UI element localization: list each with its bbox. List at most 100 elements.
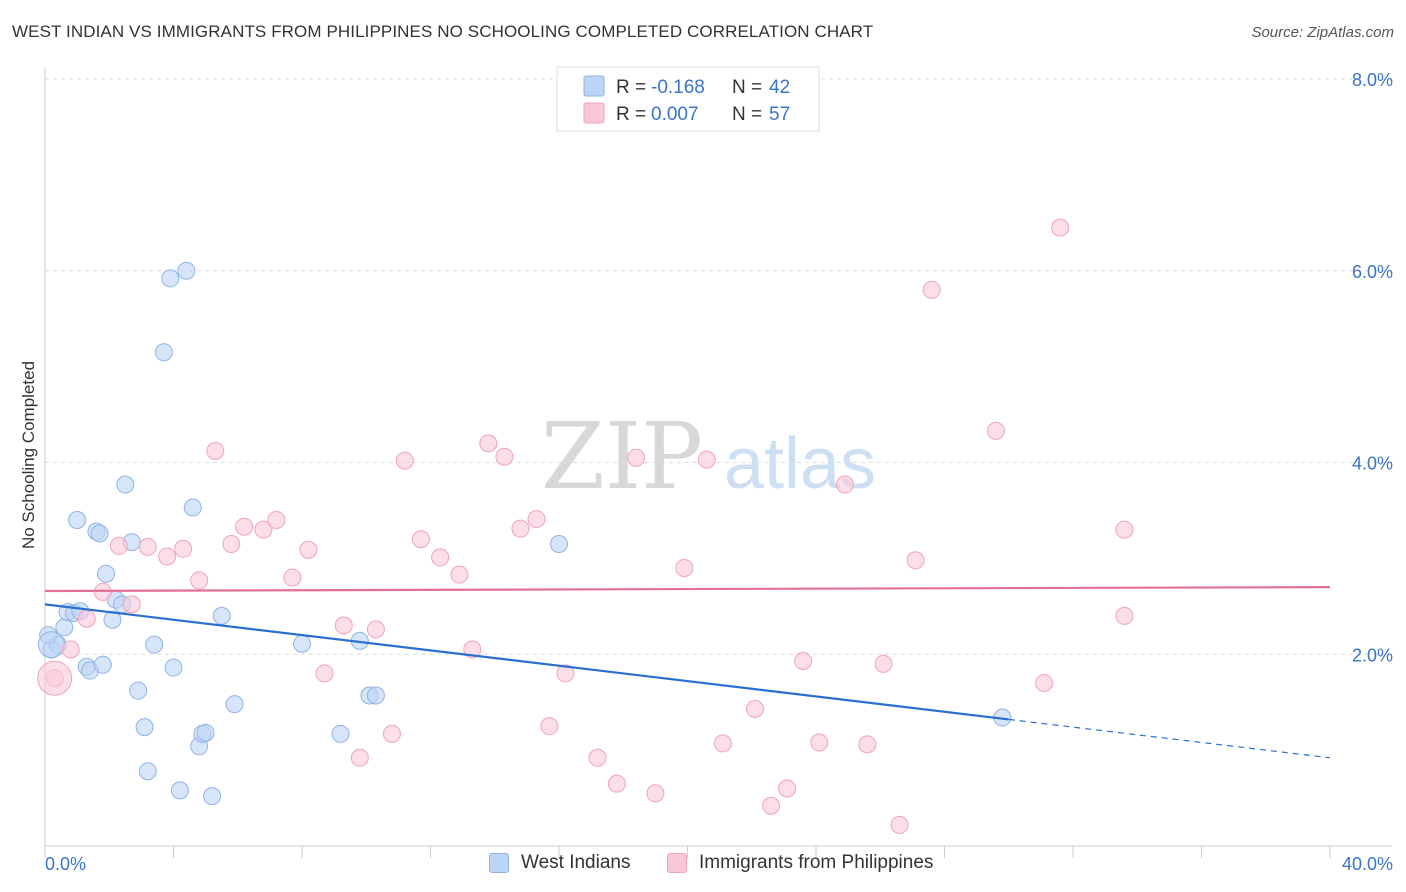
data-point bbox=[627, 448, 646, 467]
data-point bbox=[588, 748, 607, 767]
data-point bbox=[810, 733, 829, 752]
data-point bbox=[183, 498, 202, 517]
data-point bbox=[411, 530, 430, 549]
legend-r-label: R = bbox=[616, 77, 646, 98]
data-point bbox=[145, 635, 164, 654]
legend-item-west-indians[interactable]: West Indians bbox=[489, 852, 630, 874]
data-point bbox=[190, 571, 209, 590]
y-tick-label: 2.0% bbox=[1352, 645, 1393, 665]
data-point bbox=[713, 734, 732, 753]
legend-swatch-philippines bbox=[667, 853, 687, 873]
data-point bbox=[906, 551, 925, 570]
data-point bbox=[161, 269, 180, 288]
data-point bbox=[61, 640, 80, 659]
trend-line bbox=[44, 603, 1009, 721]
data-point bbox=[196, 723, 215, 742]
data-point bbox=[283, 568, 302, 587]
legend-label-philippines: Immigrants from Philippines bbox=[699, 852, 934, 873]
trend-line-extension bbox=[1008, 718, 1331, 759]
data-point bbox=[395, 451, 414, 470]
y-axis-label: No Schooling Completed bbox=[19, 361, 38, 549]
data-point bbox=[158, 547, 177, 566]
data-point bbox=[646, 784, 665, 803]
data-point bbox=[222, 534, 241, 553]
data-point bbox=[37, 631, 65, 659]
data-point bbox=[164, 658, 183, 677]
data-point bbox=[135, 718, 154, 737]
data-point bbox=[511, 519, 530, 538]
legend-swatch-west-indians bbox=[489, 853, 509, 873]
chart-title: WEST INDIAN VS IMMIGRANTS FROM PHILIPPIN… bbox=[12, 22, 874, 41]
data-point bbox=[762, 796, 781, 815]
data-point bbox=[138, 537, 157, 556]
y-tick-labels: 2.0% 4.0% 6.0% 8.0% bbox=[1352, 70, 1393, 665]
data-point bbox=[450, 565, 469, 584]
legend-swatch-philippines bbox=[583, 102, 605, 124]
data-point bbox=[890, 815, 909, 834]
trend-line bbox=[44, 586, 1331, 593]
data-point bbox=[93, 582, 112, 601]
data-point bbox=[1051, 218, 1070, 237]
legend-n-value: 42 bbox=[769, 77, 790, 98]
data-point bbox=[1115, 520, 1134, 539]
data-point bbox=[299, 540, 318, 559]
data-point bbox=[212, 606, 231, 625]
data-point bbox=[697, 450, 716, 469]
y-tick-label: 4.0% bbox=[1352, 454, 1393, 474]
data-point bbox=[103, 610, 122, 629]
data-point bbox=[235, 517, 254, 536]
data-point bbox=[479, 434, 498, 453]
data-point bbox=[206, 441, 225, 460]
watermark-zip: ZIP bbox=[541, 403, 703, 510]
data-point bbox=[527, 510, 546, 529]
data-point bbox=[122, 595, 141, 614]
legend-r-value: -0.168 bbox=[651, 77, 705, 98]
data-point bbox=[556, 664, 575, 683]
data-point bbox=[495, 447, 514, 466]
legend-label-west-indians: West Indians bbox=[521, 852, 631, 873]
data-point bbox=[350, 748, 369, 767]
data-point bbox=[77, 609, 96, 628]
data-point bbox=[37, 660, 73, 696]
data-point bbox=[540, 717, 559, 736]
data-point bbox=[675, 558, 694, 577]
y-tick-label: 8.0% bbox=[1352, 70, 1393, 90]
y-tick-label: 6.0% bbox=[1352, 262, 1393, 282]
watermark: ZIP atlas bbox=[541, 403, 876, 510]
data-point bbox=[177, 261, 196, 280]
data-point bbox=[986, 421, 1005, 440]
legend-n-label: N = bbox=[732, 77, 762, 98]
data-point bbox=[607, 774, 626, 793]
x-tick-labels: 0.0% 40.0% bbox=[45, 854, 1393, 874]
legend-n-value: 57 bbox=[769, 104, 790, 125]
axes bbox=[44, 68, 1392, 858]
data-point bbox=[129, 681, 148, 700]
data-point bbox=[1115, 606, 1134, 625]
data-point bbox=[745, 699, 764, 718]
series-legend: West Indians Immigrants from Philippines bbox=[0, 852, 1406, 878]
gridlines bbox=[45, 78, 1392, 655]
legend-item-philippines[interactable]: Immigrants from Philippines bbox=[667, 852, 933, 874]
data-point bbox=[858, 735, 877, 754]
data-point bbox=[293, 634, 311, 653]
data-point bbox=[922, 280, 941, 299]
data-point bbox=[93, 655, 112, 674]
data-point bbox=[315, 664, 334, 683]
data-point bbox=[68, 511, 87, 530]
data-point bbox=[116, 475, 135, 494]
data-point bbox=[431, 548, 450, 567]
data-point bbox=[550, 534, 568, 553]
data-point bbox=[203, 787, 222, 806]
data-point bbox=[97, 564, 116, 583]
data-point bbox=[794, 651, 813, 670]
x-tick-label: 0.0% bbox=[45, 854, 86, 874]
data-point bbox=[267, 511, 286, 530]
legend-r-value: 0.007 bbox=[651, 104, 699, 125]
series-west-indians-points bbox=[37, 261, 1012, 806]
data-point bbox=[835, 475, 854, 494]
data-point bbox=[254, 520, 273, 539]
watermark-atlas: atlas bbox=[724, 424, 876, 504]
x-tick-label: 40.0% bbox=[1342, 854, 1393, 874]
data-point bbox=[874, 654, 893, 673]
data-point bbox=[382, 724, 401, 743]
